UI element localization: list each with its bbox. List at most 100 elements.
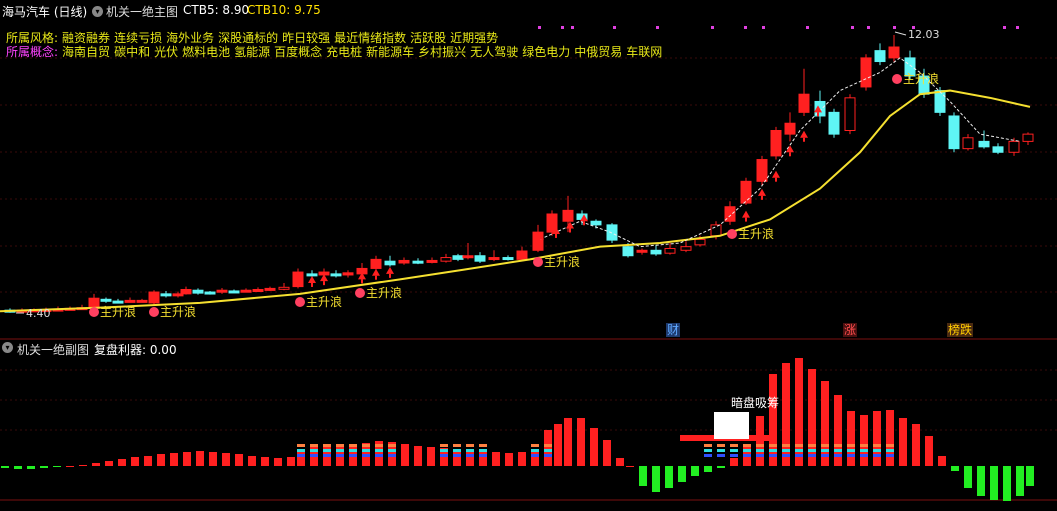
macd-bar xyxy=(401,444,409,466)
concept-tag[interactable]: 新能源车 xyxy=(366,45,415,59)
concept-tag[interactable]: 氢能源 xyxy=(234,45,271,59)
style-tag[interactable]: 昨日较强 xyxy=(282,31,331,45)
concept-tag[interactable]: 百度概念 xyxy=(274,45,323,59)
stack-bar xyxy=(479,454,487,457)
up-arrow xyxy=(803,137,805,142)
style-tag[interactable]: 连续亏损 xyxy=(114,31,163,45)
stack-bar xyxy=(362,454,370,457)
candle-body xyxy=(204,291,216,295)
concept-tag[interactable]: 充电桩 xyxy=(326,45,363,59)
style-tag[interactable]: 近期强势 xyxy=(450,31,499,45)
main-indicator-name[interactable]: 机关一绝主图 xyxy=(106,5,179,19)
candle-body xyxy=(440,257,452,262)
macd-bar xyxy=(222,453,230,466)
up-arrow xyxy=(372,268,380,276)
stack-bar xyxy=(782,449,790,452)
up-arrow xyxy=(358,272,366,280)
stack-bar xyxy=(349,454,357,457)
up-arrow xyxy=(758,188,766,196)
macd-bar xyxy=(492,452,500,466)
candle-body xyxy=(330,273,342,277)
macd-bar xyxy=(531,449,539,466)
concept-tag[interactable]: 车联网 xyxy=(626,45,663,59)
stack-bar xyxy=(388,444,396,447)
high-price-pointer xyxy=(894,31,907,36)
candle-body xyxy=(278,286,290,290)
macd-bar xyxy=(834,395,842,466)
style-tag[interactable]: 深股通标的 xyxy=(218,31,279,45)
candle-body xyxy=(874,50,886,63)
candle-body xyxy=(488,257,500,261)
candle-body xyxy=(160,293,172,297)
stock-title[interactable]: 海马汽车 (日线) xyxy=(2,5,88,19)
concept-tag[interactable]: 无人驾驶 xyxy=(470,45,519,59)
concept-tag[interactable]: 绿色电力 xyxy=(522,45,571,59)
up-arrow xyxy=(569,228,571,233)
signal-dot xyxy=(571,26,574,29)
stack-bar xyxy=(756,454,764,457)
stack-bar xyxy=(873,449,881,452)
candle-body xyxy=(370,258,382,269)
up-arrow xyxy=(745,217,747,222)
up-arrow xyxy=(583,221,585,226)
candle-body xyxy=(636,249,648,253)
macd-bar xyxy=(131,457,139,466)
signal-dot xyxy=(711,26,714,29)
candle-body xyxy=(888,46,900,59)
stack-bar xyxy=(808,454,816,457)
macd-bar xyxy=(964,466,972,488)
macd-bar xyxy=(782,363,790,466)
macd-bar xyxy=(678,466,686,482)
stack-bar xyxy=(821,444,829,447)
candle-body xyxy=(606,224,618,241)
macd-bar xyxy=(375,441,383,466)
macd-bar xyxy=(652,466,660,492)
stack-bar xyxy=(730,444,738,447)
concept-tag[interactable]: 光伏 xyxy=(154,45,179,59)
concept-tag[interactable]: 燃料电池 xyxy=(182,45,231,59)
concept-tag[interactable]: 中俄贸易 xyxy=(574,45,623,59)
candle-body xyxy=(664,247,676,254)
candle-body xyxy=(1022,133,1034,142)
concept-tag[interactable]: 海南自贸 xyxy=(62,45,111,59)
macd-bar xyxy=(209,452,217,466)
marker-bg xyxy=(947,323,973,337)
sub-indicator-value: 复盘利器: 0.00 xyxy=(94,343,177,357)
stack-bar xyxy=(834,454,842,457)
stack-bar xyxy=(310,444,318,447)
candle-body xyxy=(180,288,192,295)
stack-bar xyxy=(769,454,777,457)
signal-dot xyxy=(538,26,541,29)
candle-body xyxy=(412,260,424,264)
concept-tag[interactable]: 乡村振兴 xyxy=(418,45,467,59)
candle-body xyxy=(172,293,184,297)
stack-bar xyxy=(834,444,842,447)
macd-bar xyxy=(118,459,126,466)
style-tag[interactable]: 融资融券 xyxy=(62,31,111,45)
style-tag[interactable]: 最近情绪指数 xyxy=(334,31,407,45)
macd-bar xyxy=(938,456,946,466)
stack-bar xyxy=(440,449,448,452)
candle-body xyxy=(228,290,240,294)
sub-indicator-name[interactable]: 机关一绝副图 xyxy=(17,343,90,357)
up-arrow xyxy=(311,282,313,287)
stack-bar xyxy=(704,444,712,447)
macd-bar xyxy=(144,456,152,466)
wave-label: 主升浪 xyxy=(160,304,196,319)
concept-tag[interactable]: 碳中和 xyxy=(114,45,151,59)
up-arrow xyxy=(320,274,328,282)
wave-label: 主升浪 xyxy=(100,304,136,319)
macd-bar xyxy=(899,418,907,466)
stack-bar xyxy=(310,449,318,452)
stack-bar xyxy=(834,449,842,452)
style-tag[interactable]: 活跃股 xyxy=(410,31,447,45)
style-tag[interactable]: 海外业务 xyxy=(166,31,215,45)
stack-bar xyxy=(479,449,487,452)
stack-bar xyxy=(544,454,552,457)
candle-body xyxy=(962,137,974,150)
up-arrow xyxy=(389,273,391,278)
candle-body xyxy=(740,180,752,204)
macd-bar xyxy=(795,358,803,466)
stack-bar xyxy=(756,449,764,452)
